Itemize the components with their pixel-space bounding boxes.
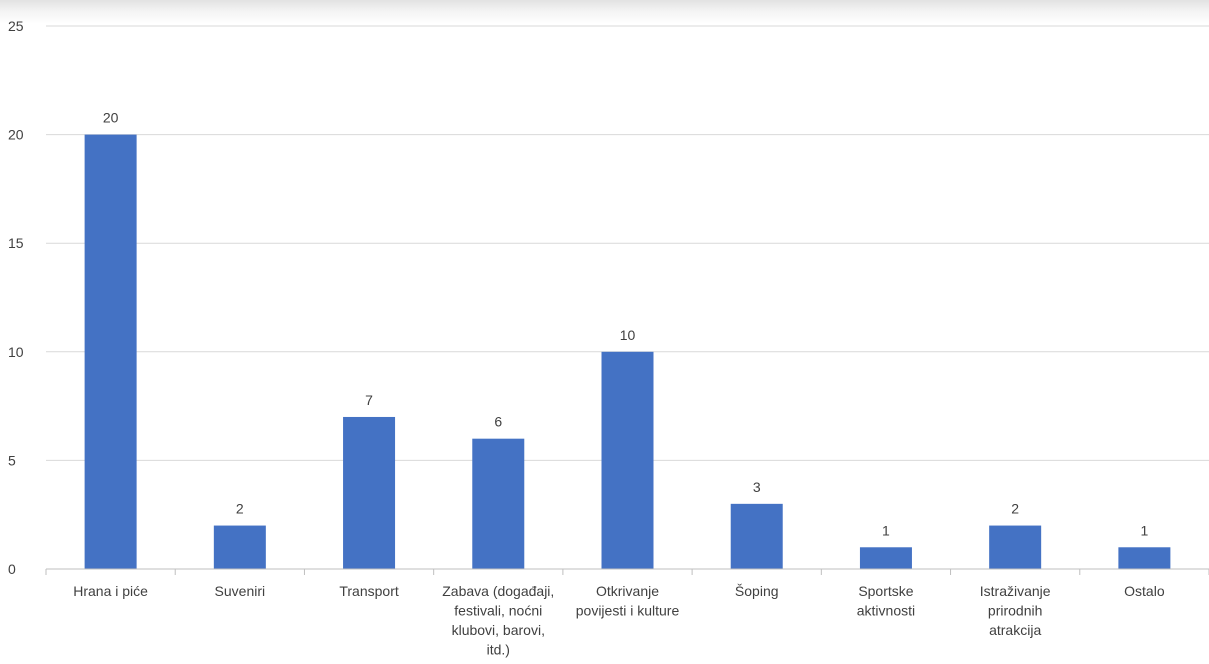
x-tick-label: Istraživanje [980,583,1051,599]
x-tick-label: festivali, noćni [454,603,542,619]
x-tick-label: Transport [339,583,399,599]
x-tick-label: Sportske [858,583,913,599]
y-tick-label: 20 [8,127,24,143]
bars [84,134,1171,569]
x-tick-label: Ostalo [1124,583,1165,599]
bar-value-label: 20 [103,110,119,126]
top-edge-shading [0,0,1209,24]
bar [601,351,654,569]
bar-value-label: 7 [365,392,373,408]
bar [989,525,1042,569]
bar [84,134,137,569]
bar-value-label: 1 [1140,522,1148,538]
y-tick-label: 25 [8,18,24,34]
y-tick-label: 10 [8,344,24,360]
data-labels: 20 2 7 6 10 3 1 2 1 [103,110,1149,539]
bar-value-label: 1 [882,522,890,538]
bar-value-label: 2 [236,501,244,517]
bar-value-label: 6 [494,414,502,430]
x-tick-label: atrakcija [989,622,1041,638]
bar-value-label: 2 [1011,501,1019,517]
x-axis: Hrana i piće Suveniri Transport Zabava (dog… [45,568,1209,658]
bar [730,503,783,569]
y-tick-label: 5 [8,452,16,468]
x-tick-label: Otkrivanje [596,583,659,599]
x-tick-label: povijesti i kulture [576,603,680,619]
x-tick-label: Zabava (događaji, [442,583,554,599]
bar [472,438,525,569]
bar [859,547,912,569]
y-axis-tick-labels: 0 5 10 15 20 25 [8,18,24,577]
x-tick-label: Suveniri [215,583,266,599]
bar-value-label: 10 [620,327,636,343]
x-tick-label: Šoping [735,583,779,599]
y-tick-label: 0 [8,561,16,577]
bar [1118,547,1171,569]
bar [343,416,396,569]
x-tick-label: itd.) [487,642,510,658]
bar-value-label: 3 [753,479,761,495]
x-tick-label: klubovi, barovi, [452,622,545,638]
y-tick-label: 15 [8,235,24,251]
x-tick-label: prirodnih [988,603,1042,619]
x-tick-label: aktivnosti [857,603,915,619]
bar [213,525,266,569]
x-tick-label: Hrana i piće [73,583,148,599]
